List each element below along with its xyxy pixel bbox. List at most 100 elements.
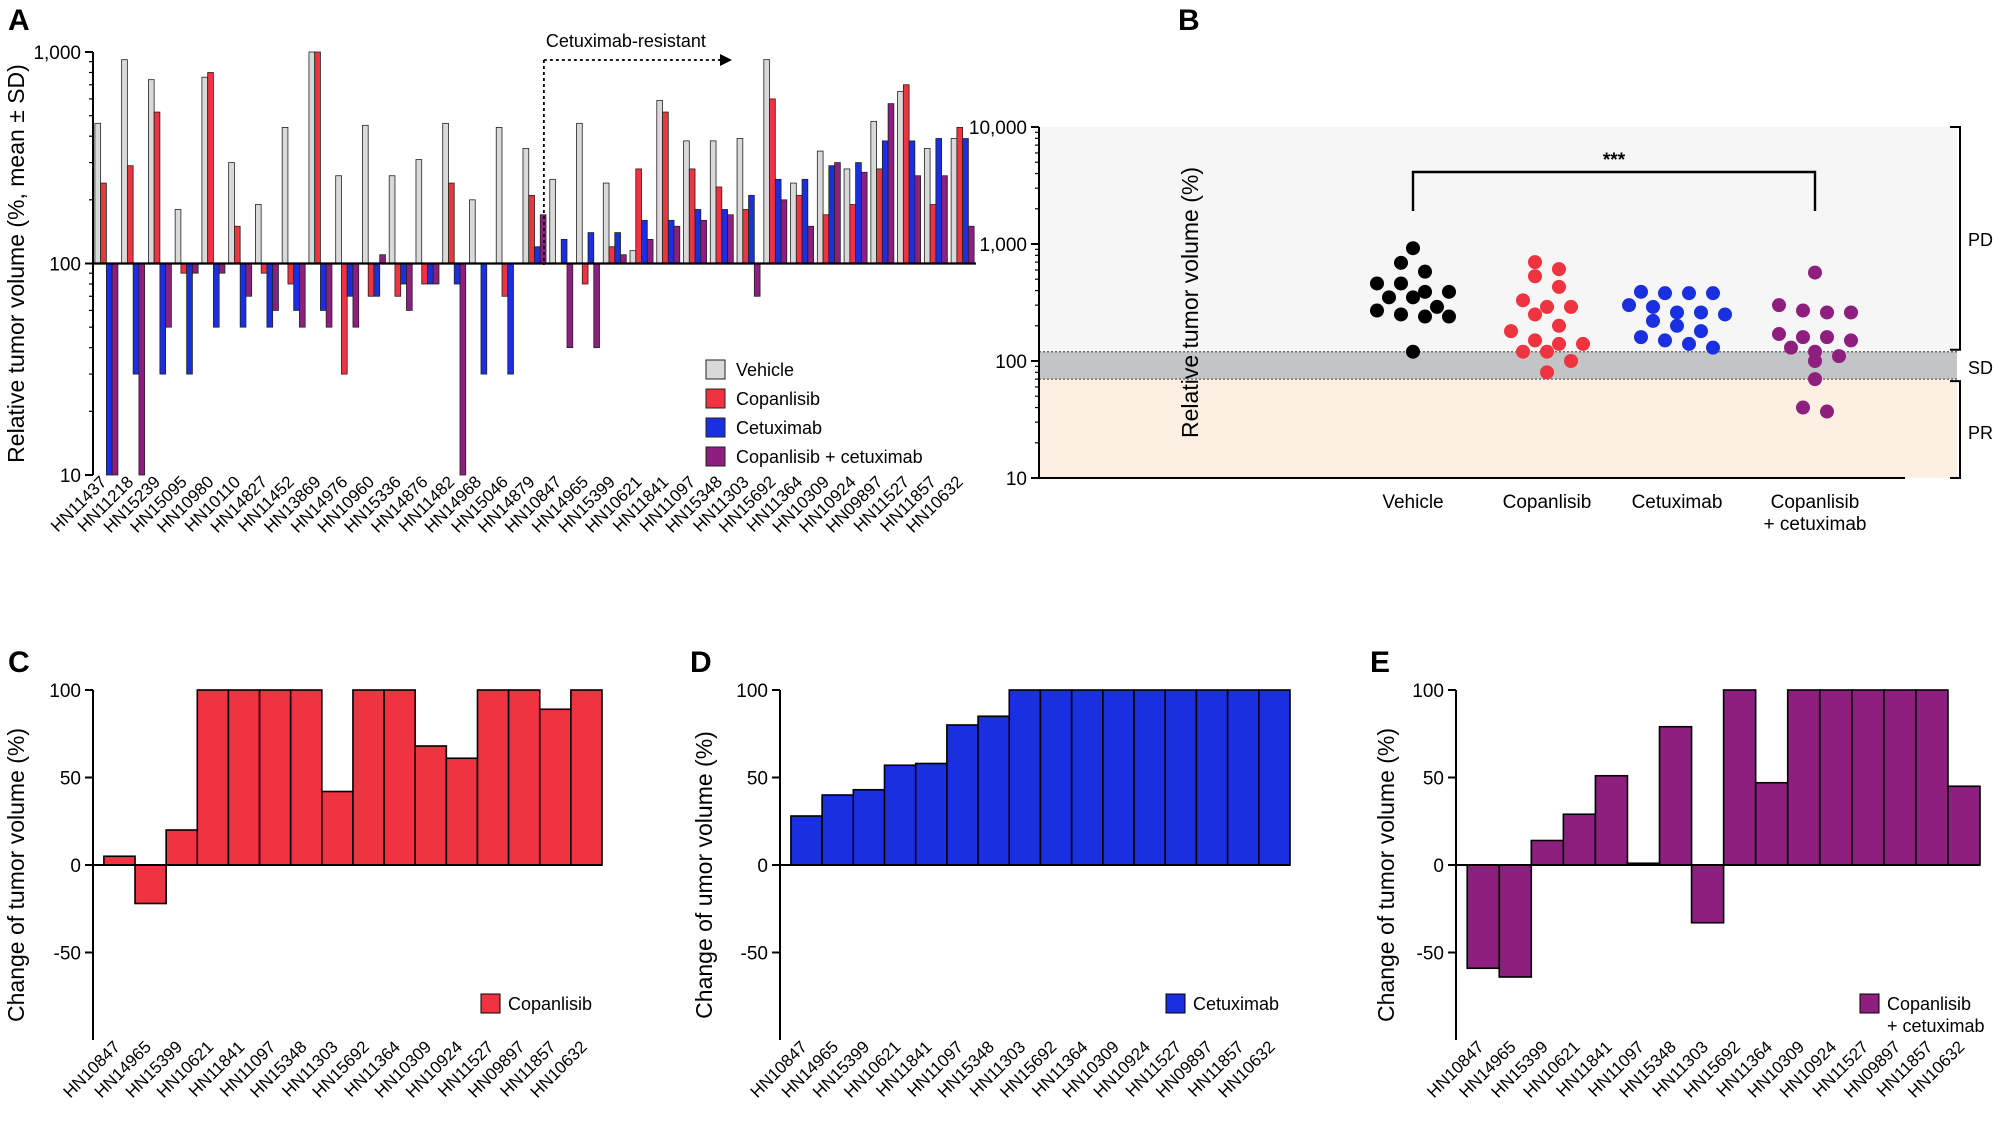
bar-cetuximab-HN10110	[239, 263, 247, 328]
y-tick-label: 0	[1433, 856, 1444, 877]
dot-cetuximab	[1646, 313, 1660, 328]
dot-copanlisib	[1552, 336, 1566, 351]
resistant-label: Cetuximab-resistant	[546, 31, 706, 51]
bar-copanlisib-cetuximab-HN15239	[165, 263, 172, 328]
bar-copanlisib-HN10960	[367, 263, 375, 297]
bar-copanlisib-HN11364	[795, 194, 803, 264]
dot-copanlisib-cetuximab	[1796, 303, 1810, 318]
bar-cetuximab-HN11841	[667, 219, 675, 264]
bar-copanlisib-HN11527	[902, 84, 910, 264]
panel-letter-d: D	[690, 646, 712, 679]
bar-HN15692	[1722, 689, 1757, 866]
dot-copanlisib-cetuximab	[1784, 340, 1798, 355]
bar-HN10632	[1947, 785, 1981, 866]
dot-copanlisib-cetuximab	[1832, 349, 1846, 364]
resistant-arrow-head	[720, 54, 732, 66]
legend-swatch	[705, 388, 726, 409]
bar-copanlisib-cetuximab-HN11218	[138, 263, 146, 476]
bar-vehicle-HN15046	[495, 127, 503, 264]
bar-vehicle-HN11303	[736, 138, 744, 264]
bar-cetuximab-HN14827	[266, 263, 274, 328]
x-tick-label: Copanlisib + cetuximab	[1764, 492, 1867, 535]
bar-HN15348	[977, 715, 1011, 866]
bar-vehicle-HN14976	[335, 175, 342, 264]
dot-vehicle	[1418, 264, 1432, 279]
bar-copanlisib-HN11303	[742, 209, 749, 264]
bar-cetuximab-HN15692	[774, 178, 782, 264]
dot-cetuximab	[1658, 333, 1672, 348]
bar-HN10924	[1818, 689, 1853, 866]
bar-HN15348	[289, 689, 323, 866]
bar-HN10309	[1786, 689, 1821, 866]
y-tick-label: 100	[995, 352, 1027, 373]
pd-bracket	[1950, 126, 1961, 351]
bar-HN09897	[1195, 689, 1229, 866]
zone-label-pd: PD	[1968, 230, 1993, 250]
dot-vehicle	[1370, 276, 1384, 291]
bar-HN11857	[538, 708, 572, 866]
bar-copanlisib-HN15348	[715, 186, 723, 264]
bar-vehicle-HN10621	[629, 250, 637, 264]
bar-HN11303	[1690, 864, 1725, 924]
bar-copanlisib-cetuximab-HN10110	[245, 263, 253, 297]
bar-copanlisib-HN14965	[581, 263, 589, 285]
bar-HN15348	[1658, 725, 1693, 866]
bar-vehicle-HN10110	[228, 162, 235, 264]
bar-copanlisib-HN11097	[688, 168, 696, 264]
bar-HN10309	[1102, 689, 1135, 866]
y-tick-label: 10,000	[969, 118, 1027, 139]
bar-vehicle-HN10924	[843, 168, 851, 264]
dot-copanlisib	[1528, 255, 1542, 270]
bar-copanlisib-cetuximab-HN10924	[860, 171, 868, 264]
bar-vehicle-HN14876	[415, 159, 423, 264]
bar-copanlisib-cetuximab-HN15095	[192, 263, 199, 274]
bar-HN15399	[852, 788, 886, 866]
bar-HN11841	[1594, 774, 1629, 866]
bar-copanlisib-HN14879	[528, 194, 535, 264]
dot-copanlisib	[1504, 324, 1518, 339]
bar-copanlisib-cetuximab-HN10309	[834, 162, 841, 264]
bar-copanlisib-cetuximab-HN11857	[941, 175, 948, 264]
bar-HN11303	[321, 790, 354, 866]
dot-copanlisib	[1540, 344, 1554, 359]
bar-cetuximab-HN10924	[855, 162, 862, 264]
dot-copanlisib-cetuximab	[1772, 298, 1786, 313]
zone-label-sd: SD	[1968, 358, 1993, 378]
dot-cetuximab	[1682, 286, 1696, 301]
bar-copanlisib-HN15239	[153, 111, 161, 264]
dot-copanlisib	[1552, 318, 1566, 333]
bar-copanlisib-cetuximab-HN10632	[967, 225, 975, 264]
bar-cetuximab-HN11218	[132, 263, 140, 375]
legend-label: Cetuximab	[1193, 994, 1279, 1014]
bar-copanlisib-HN10632	[956, 127, 964, 264]
bar-copanlisib-HN15692	[769, 98, 776, 264]
y-tick-label: 0	[757, 856, 768, 877]
dot-copanlisib	[1528, 269, 1542, 284]
dot-cetuximab	[1658, 286, 1672, 301]
bar-vehicle-HN14968	[469, 199, 476, 264]
dot-vehicle	[1406, 241, 1420, 256]
legend-swatch	[1165, 993, 1186, 1014]
bar-vehicle-HN09897	[870, 120, 877, 264]
bar-cetuximab-HN10309	[828, 165, 835, 264]
dot-vehicle	[1442, 309, 1456, 324]
bar-cetuximab-HN10621	[641, 219, 648, 264]
dot-copanlisib-cetuximab	[1796, 400, 1810, 415]
bar-copanlisib-cetuximab-HN14827	[272, 263, 279, 311]
bar-HN11303	[1008, 689, 1042, 866]
bar-copanlisib-cetuximab-HN11841	[673, 225, 681, 264]
bar-HN10924	[445, 757, 479, 866]
dot-vehicle	[1394, 276, 1408, 291]
y-tick-label: 50	[1423, 769, 1444, 790]
bar-cetuximab-HN10632	[962, 138, 969, 264]
y-tick-label: 1,000	[33, 43, 81, 64]
bar-copanlisib-cetuximab-HN11303	[753, 263, 761, 297]
bar-vehicle-HN10309	[816, 150, 824, 264]
bar-copanlisib-HN09897	[876, 168, 883, 264]
bar-copanlisib-cetuximab-HN11437	[111, 263, 119, 476]
bar-HN15692	[352, 689, 385, 866]
dot-vehicle	[1418, 309, 1432, 324]
